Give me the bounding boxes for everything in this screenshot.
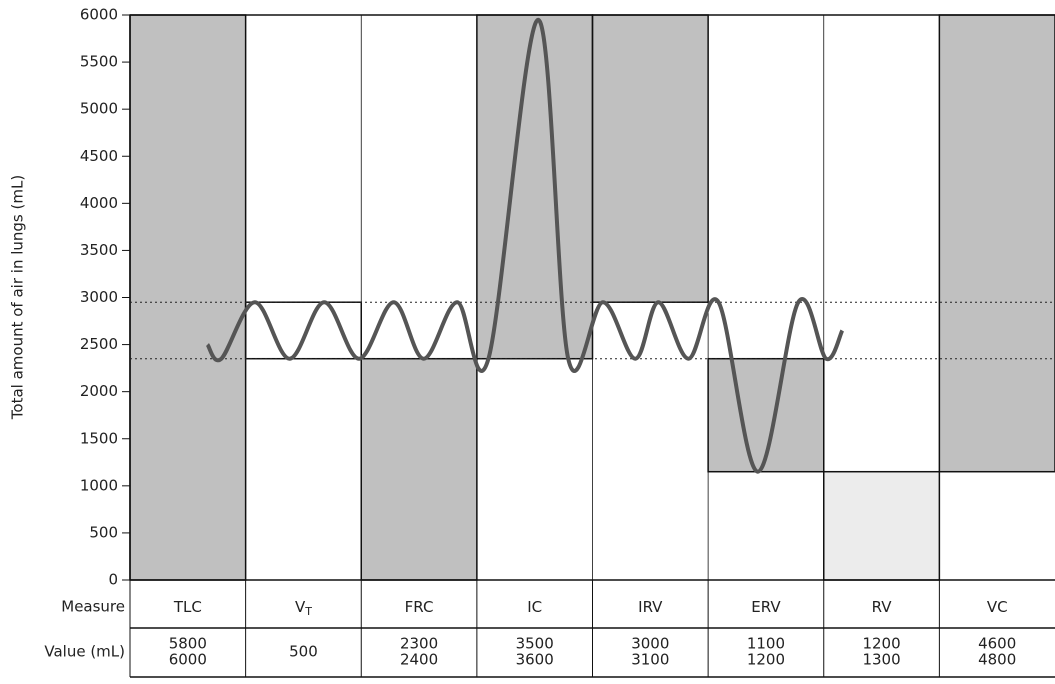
measure-value: 6000	[169, 651, 207, 669]
volume-region	[477, 15, 593, 359]
y-tick-label: 3500	[80, 241, 118, 259]
measure-label: IRV	[638, 598, 663, 616]
y-tick-label: 6000	[80, 6, 118, 24]
row-header: Value (mL)	[44, 643, 125, 661]
volume-region	[130, 15, 246, 580]
y-tick-label: 3000	[80, 288, 118, 306]
measure-label: TLC	[173, 598, 202, 616]
y-tick-label: 5500	[80, 53, 118, 71]
measure-text: ERV	[751, 598, 781, 616]
measure-value: 1200	[747, 651, 785, 669]
measure-text: FRC	[405, 598, 434, 616]
measure-text: IRV	[638, 598, 663, 616]
measure-value: 500	[289, 643, 318, 661]
volume-region	[824, 472, 940, 580]
y-tick-label: 2000	[80, 382, 118, 400]
lung-volume-chart: Total amount of air in lungs (mL) Measur…	[0, 0, 1055, 680]
measure-text: VC	[987, 598, 1008, 616]
volume-region	[593, 15, 709, 302]
measure-label: IC	[527, 598, 542, 616]
measure-value: 1300	[862, 651, 900, 669]
y-axis-label: Total amount of air in lungs (mL)	[9, 175, 27, 420]
y-tick-label: 4000	[80, 194, 118, 212]
measure-label: VC	[987, 598, 1008, 616]
y-tick-label: 500	[89, 523, 118, 541]
volume-region	[361, 359, 477, 580]
row-header: Measure	[61, 598, 125, 616]
y-tick-label: 0	[108, 571, 118, 589]
volume-region	[939, 15, 1055, 472]
measure-label: VT	[295, 598, 312, 619]
measure-text: TLC	[173, 598, 202, 616]
measure-text: IC	[527, 598, 542, 616]
measure-value: 3100	[631, 651, 669, 669]
measure-label: FRC	[405, 598, 434, 616]
y-tick-label: 1500	[80, 429, 118, 447]
measure-label: RV	[872, 598, 893, 616]
y-tick-label: 1000	[80, 476, 118, 494]
y-tick-label: 4500	[80, 147, 118, 165]
y-tick-label: 5000	[80, 100, 118, 118]
measure-subscript: T	[304, 605, 312, 618]
measure-value: 4800	[978, 651, 1016, 669]
measure-label: ERV	[751, 598, 781, 616]
measure-value: 2400	[400, 651, 438, 669]
measure-value: 3600	[516, 651, 554, 669]
y-tick-label: 2500	[80, 335, 118, 353]
measure-text: RV	[872, 598, 893, 616]
